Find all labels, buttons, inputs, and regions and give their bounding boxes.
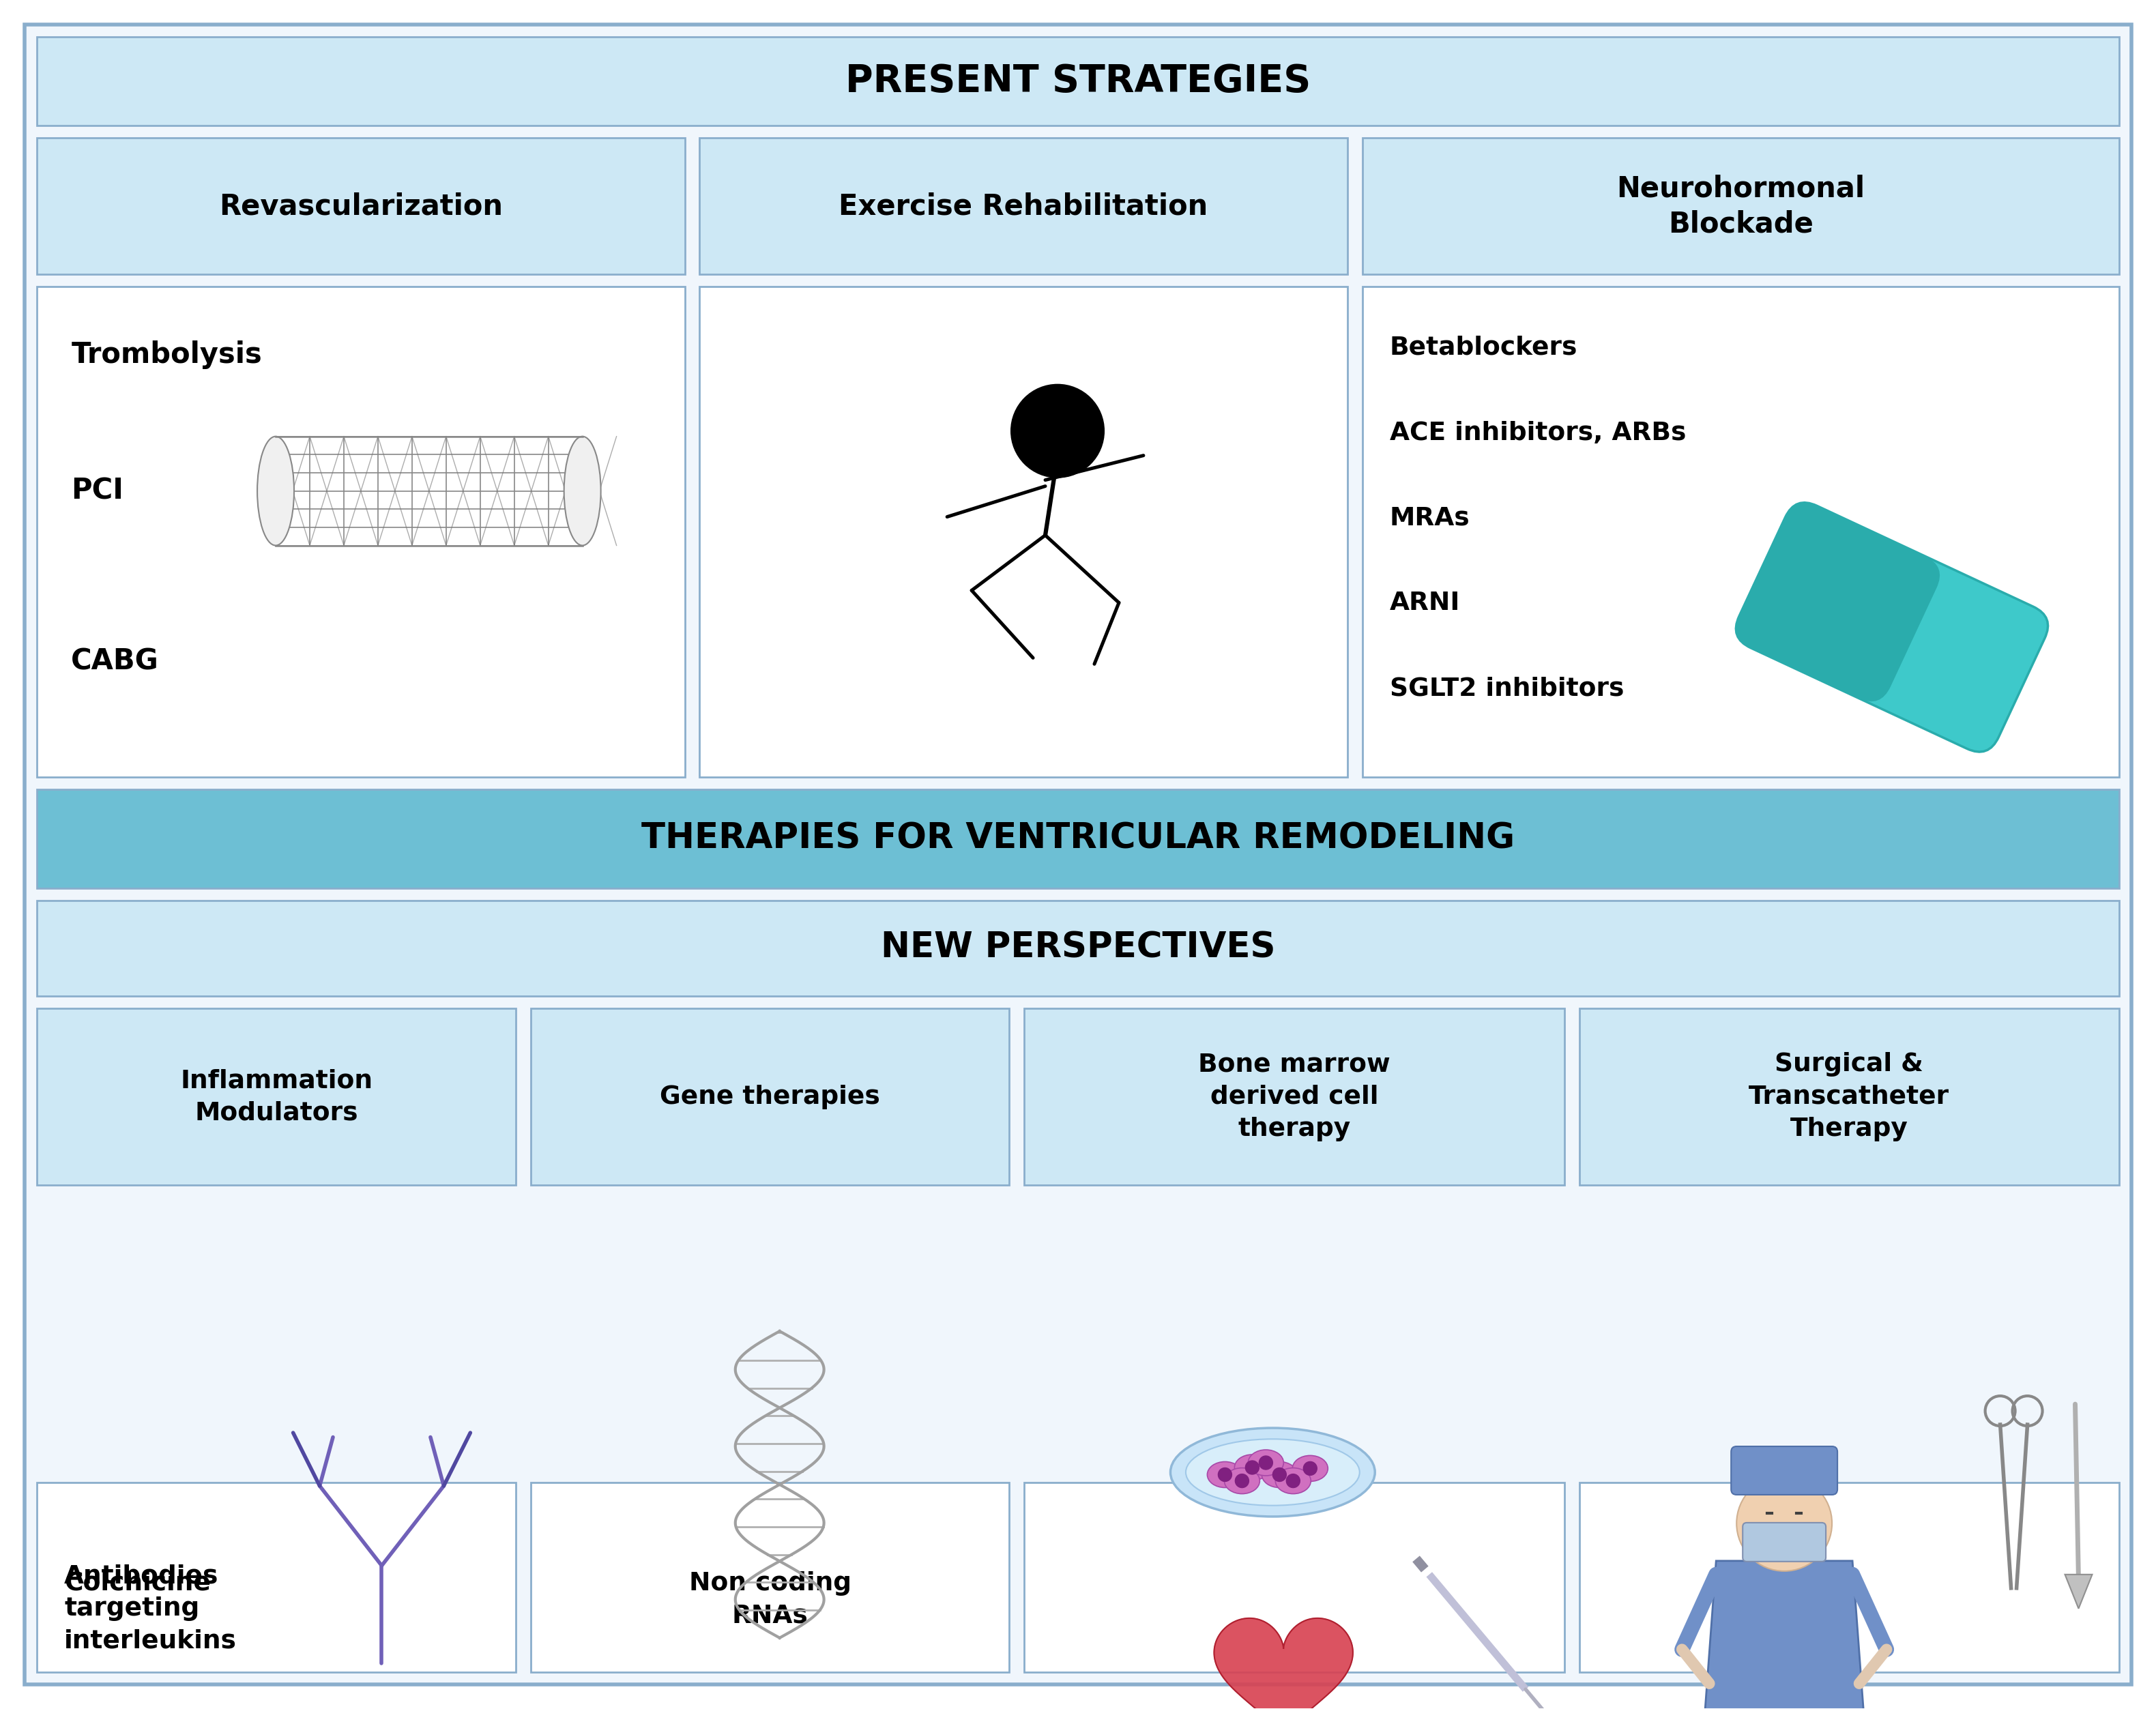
Text: Inflammation
Modulators: Inflammation Modulators [181,1068,373,1125]
Text: Exercise Rehabilitation: Exercise Rehabilitation [839,191,1207,220]
FancyBboxPatch shape [1742,1523,1826,1562]
Bar [37,38,2119,126]
Bar [701,138,1348,273]
Text: Antibodies
targeting
interleukins: Antibodies targeting interleukins [65,1564,237,1653]
Text: Betablockers: Betablockers [1388,335,1578,361]
Text: MRAs: MRAs [1388,506,1470,530]
FancyBboxPatch shape [1736,502,2048,752]
Text: Colchicine: Colchicine [65,1571,211,1596]
Ellipse shape [1171,1429,1376,1516]
Bar [701,287,1348,778]
Polygon shape [2065,1574,2091,1608]
Bar [1578,1482,2119,1671]
Circle shape [1259,1456,1272,1470]
Bar [1578,1008,2119,1186]
Circle shape [1235,1475,1248,1487]
Text: Revascularization: Revascularization [220,191,502,220]
Bar [37,790,2119,889]
Bar [37,138,686,273]
Bar [37,1482,515,1671]
Ellipse shape [1186,1439,1360,1506]
Bar [1024,1008,1563,1186]
Text: ARNI: ARNI [1388,591,1460,615]
Ellipse shape [1291,1456,1328,1482]
Text: Neurohormonal
Blockade: Neurohormonal Blockade [1617,174,1865,238]
Ellipse shape [1235,1454,1270,1480]
Text: SGLT2 inhibitors: SGLT2 inhibitors [1388,677,1623,701]
Bar [37,287,686,778]
Text: Non coding
RNAs: Non coding RNAs [690,1571,852,1629]
Ellipse shape [1207,1461,1242,1487]
Circle shape [1736,1475,1833,1571]
Polygon shape [1214,1618,1352,1709]
Bar [1024,1482,1563,1671]
Text: CABG: CABG [71,648,160,675]
Bar [276,436,582,545]
Text: PCI: PCI [71,477,123,506]
Circle shape [1011,385,1104,477]
Circle shape [1304,1461,1317,1475]
Text: PRESENT STRATEGIES: PRESENT STRATEGIES [845,63,1311,99]
Bar [1363,138,2119,273]
Ellipse shape [1261,1461,1298,1487]
Ellipse shape [1225,1468,1259,1494]
Bar [37,901,2119,996]
Circle shape [1287,1475,1300,1487]
Bar [530,1008,1009,1186]
Ellipse shape [1248,1449,1283,1475]
Text: ACE inhibitors, ARBs: ACE inhibitors, ARBs [1388,420,1686,446]
Circle shape [1218,1468,1231,1482]
Circle shape [1246,1461,1259,1475]
Text: NEW PERSPECTIVES: NEW PERSPECTIVES [880,931,1276,966]
Text: Bone marrow
derived cell
therapy: Bone marrow derived cell therapy [1199,1053,1391,1142]
Circle shape [1272,1468,1287,1482]
Ellipse shape [565,436,602,545]
Text: Surgical &
Transcatheter
Therapy: Surgical & Transcatheter Therapy [1749,1053,1949,1142]
Text: THERAPIES FOR VENTRICULAR REMODELING: THERAPIES FOR VENTRICULAR REMODELING [640,822,1516,856]
FancyBboxPatch shape [1736,502,1940,701]
Text: Gene therapies: Gene therapies [660,1085,880,1109]
Bar [37,1008,515,1186]
FancyBboxPatch shape [1731,1446,1837,1495]
Ellipse shape [257,436,293,545]
Text: Trombolysis: Trombolysis [71,340,263,369]
Bar [530,1482,1009,1671]
Ellipse shape [1276,1468,1311,1494]
Bar [1363,287,2119,778]
Polygon shape [1703,1560,1867,1709]
